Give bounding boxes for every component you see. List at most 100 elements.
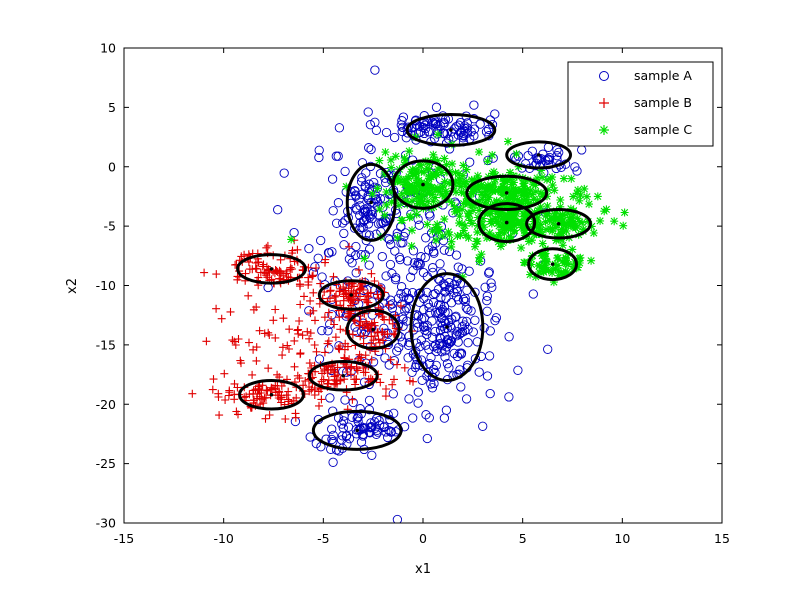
point-sample-b bbox=[263, 241, 272, 250]
point-sample-a bbox=[484, 351, 495, 361]
point-sample-c bbox=[503, 214, 512, 223]
legend-entry-sample-b: sample B bbox=[599, 95, 692, 110]
point-sample-a bbox=[440, 352, 450, 362]
point-sample-a bbox=[462, 118, 472, 128]
point-sample-a bbox=[450, 312, 460, 322]
x-tick-label: -10 bbox=[213, 531, 233, 546]
point-sample-a bbox=[399, 231, 409, 242]
point-sample-a bbox=[386, 427, 396, 437]
point-sample-b bbox=[285, 345, 293, 353]
point-sample-c bbox=[569, 217, 578, 226]
point-sample-a bbox=[342, 430, 352, 441]
component-ellipse bbox=[391, 159, 455, 210]
point-sample-a bbox=[338, 423, 348, 433]
point-sample-b bbox=[278, 343, 287, 352]
point-sample-b bbox=[278, 351, 287, 360]
point-sample-a bbox=[374, 420, 385, 430]
point-sample-c bbox=[483, 157, 492, 166]
point-sample-a bbox=[347, 258, 357, 268]
point-sample-a bbox=[416, 252, 426, 262]
point-sample-b bbox=[248, 265, 257, 274]
point-sample-b bbox=[369, 336, 378, 345]
point-sample-b bbox=[304, 278, 313, 286]
y-tick-label: -25 bbox=[96, 456, 116, 471]
point-sample-a bbox=[365, 120, 376, 130]
point-sample-a bbox=[379, 421, 390, 432]
point-sample-c bbox=[494, 185, 503, 194]
point-sample-c bbox=[567, 174, 576, 183]
point-sample-a bbox=[527, 146, 537, 156]
point-sample-a bbox=[378, 202, 388, 212]
point-sample-a bbox=[439, 129, 449, 139]
point-sample-b bbox=[273, 391, 282, 400]
point-sample-b bbox=[351, 380, 360, 389]
point-sample-a bbox=[456, 127, 466, 137]
point-sample-a bbox=[444, 134, 454, 144]
point-sample-a bbox=[554, 147, 564, 158]
point-sample-b bbox=[292, 393, 301, 402]
point-sample-a bbox=[461, 394, 472, 404]
point-sample-b bbox=[288, 246, 297, 255]
point-sample-c bbox=[453, 207, 462, 216]
point-sample-b bbox=[381, 392, 390, 401]
point-sample-a bbox=[469, 100, 479, 110]
legend-label-sample-b: sample B bbox=[634, 95, 692, 110]
point-sample-b bbox=[288, 265, 296, 273]
point-sample-a bbox=[418, 361, 428, 371]
component-center bbox=[536, 153, 541, 157]
point-sample-b bbox=[248, 370, 257, 379]
point-sample-c bbox=[381, 148, 390, 157]
point-sample-a bbox=[363, 219, 374, 229]
point-sample-a bbox=[434, 300, 444, 310]
point-sample-c bbox=[548, 181, 557, 190]
point-sample-b bbox=[350, 375, 359, 384]
point-sample-b bbox=[259, 399, 268, 408]
point-sample-a bbox=[334, 123, 345, 133]
point-sample-b bbox=[293, 326, 302, 335]
point-sample-a bbox=[338, 416, 349, 426]
point-sample-c bbox=[391, 152, 400, 161]
point-sample-a bbox=[451, 121, 461, 132]
y-tick-label: -10 bbox=[96, 278, 116, 293]
point-sample-a bbox=[427, 383, 438, 393]
component-center bbox=[371, 327, 375, 332]
point-sample-c bbox=[448, 159, 457, 168]
point-sample-a bbox=[456, 382, 466, 392]
point-sample-c bbox=[413, 181, 422, 190]
point-sample-a bbox=[351, 268, 361, 278]
y-tick-label: -30 bbox=[96, 516, 116, 531]
point-sample-c bbox=[433, 130, 442, 139]
point-sample-b bbox=[258, 262, 267, 271]
component-ellipse bbox=[238, 379, 305, 411]
point-sample-b bbox=[269, 316, 278, 325]
point-sample-c bbox=[593, 192, 602, 201]
point-sample-c bbox=[620, 208, 629, 217]
point-sample-a bbox=[437, 313, 447, 324]
point-sample-a bbox=[346, 247, 356, 258]
point-sample-a bbox=[337, 431, 348, 441]
point-sample-b bbox=[237, 359, 245, 368]
point-sample-b bbox=[336, 325, 345, 334]
point-sample-a bbox=[366, 144, 376, 155]
point-sample-a bbox=[391, 208, 402, 219]
point-sample-b bbox=[208, 385, 217, 394]
point-sample-b bbox=[335, 313, 344, 322]
point-sample-a bbox=[469, 124, 480, 134]
point-sample-b bbox=[330, 320, 339, 329]
point-sample-c bbox=[499, 177, 508, 186]
point-sample-a bbox=[431, 360, 441, 371]
y-axis-label: x2 bbox=[65, 278, 80, 294]
point-sample-b bbox=[364, 292, 373, 301]
x-tick-label: -15 bbox=[114, 531, 134, 546]
point-sample-b bbox=[285, 325, 294, 334]
point-sample-a bbox=[364, 179, 374, 189]
point-sample-a bbox=[437, 340, 448, 351]
point-sample-b bbox=[283, 341, 292, 350]
point-sample-b bbox=[257, 395, 266, 404]
point-sample-b bbox=[330, 293, 339, 301]
point-sample-b bbox=[225, 386, 234, 395]
point-sample-a bbox=[327, 247, 337, 257]
point-sample-b bbox=[400, 363, 409, 372]
point-sample-a bbox=[404, 331, 414, 341]
y-tick-label: 0 bbox=[108, 159, 116, 174]
